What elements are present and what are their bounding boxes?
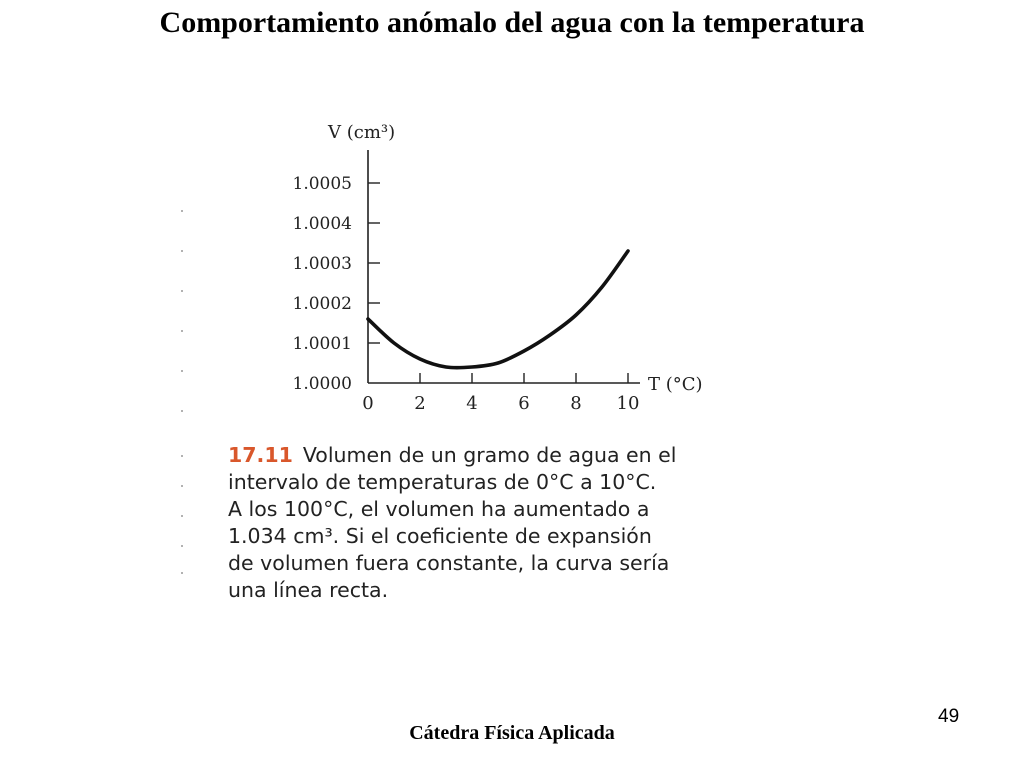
x-tick-label: 8 [570, 393, 581, 414]
footer: Cátedra Física Aplicada [409, 722, 615, 744]
chart-series [366, 249, 630, 370]
scan-mark [181, 545, 183, 547]
scan-mark [181, 410, 183, 412]
scan-mark [181, 455, 183, 457]
scan-mark [181, 572, 183, 574]
y-tick-label: 1.0000 [293, 374, 352, 394]
y-tick-label: 1.0004 [293, 214, 352, 234]
scan-mark [181, 330, 183, 332]
x-tick-label: 2 [414, 393, 425, 414]
figure-number: 17.11 [228, 443, 293, 467]
chart-labels: 1.0000 1.0001 1.0002 1.0003 1.0004 1.0005 0 2 4 6… [293, 122, 703, 414]
scan-mark [181, 515, 183, 517]
scan-mark [181, 485, 183, 487]
x-tick-label: 6 [518, 393, 529, 414]
scan-mark [181, 370, 183, 372]
y-axis-label: V (cm³) [327, 122, 395, 143]
y-tick-label: 1.0003 [293, 254, 352, 274]
y-tick-label: 1.0001 [293, 334, 352, 354]
scan-mark [181, 250, 183, 252]
x-axis-label: T (°C) [648, 374, 703, 395]
volume-curve [366, 249, 630, 370]
chart-axes [367, 150, 640, 384]
figure-caption: 17.11 Volumen de un gramo de agua en el i… [228, 442, 788, 604]
scan-mark [181, 290, 183, 292]
x-tick-label: 4 [466, 393, 477, 414]
page-title: Comportamiento anómalo del agua con la t… [159, 6, 865, 39]
caption-line: 1.034 cm³. Si el coeficiente de expansió… [228, 524, 652, 548]
page-number: 49 [938, 706, 960, 727]
caption-text: Volumen de un gramo de agua en el [302, 443, 677, 467]
caption-line: 17.11 Volumen de un gramo de agua en el [228, 442, 788, 469]
caption-line: una línea recta. [228, 578, 389, 602]
y-tick-label: 1.0005 [293, 174, 352, 194]
caption-line: intervalo de temperaturas de 0°C a 10°C. [228, 470, 657, 494]
y-tick-label: 1.0002 [293, 294, 352, 314]
x-tick-label: 0 [362, 393, 373, 414]
scan-mark [181, 210, 183, 212]
caption-line: de volumen fuera constante, la curva ser… [228, 551, 670, 575]
chart-ticks [368, 182, 629, 383]
x-tick-label: 10 [617, 393, 640, 414]
caption-line: A los 100°C, el volumen ha aumentado a [228, 497, 650, 521]
